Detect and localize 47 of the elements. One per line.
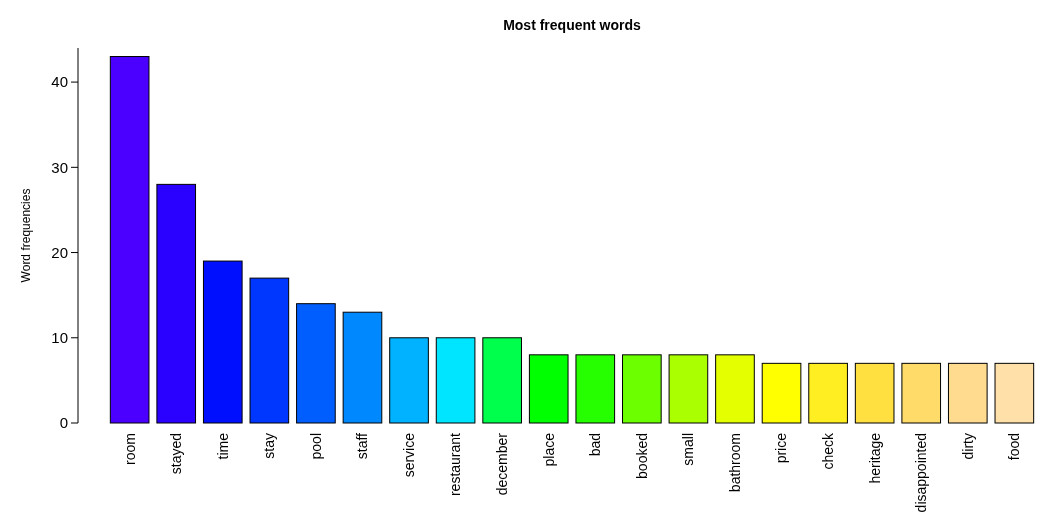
y-axis-title: Word frequencies [19, 188, 33, 283]
bar [249, 277, 290, 424]
x-tick-label: small [680, 433, 697, 466]
y-tick-label: 10 [51, 329, 68, 347]
x-tick-label: booked [633, 433, 650, 479]
y-tick-label: 30 [51, 158, 68, 176]
bar [622, 354, 662, 424]
bar [482, 337, 522, 424]
x-tick-label: december [494, 432, 511, 496]
bar [575, 354, 616, 424]
x-tick-label: pool [307, 433, 324, 460]
x-tick-label: bad [587, 433, 604, 457]
x-tick-label: stay [261, 433, 278, 459]
x-tick-label: bathroom [726, 433, 743, 493]
bar [435, 337, 476, 424]
y-tick-label: 40 [51, 73, 68, 91]
bar [761, 362, 802, 424]
bar [296, 303, 336, 424]
x-tick-label: restaurant [447, 432, 464, 497]
x-tick-label: stayed [168, 433, 185, 475]
x-tick-label: dirty [959, 433, 976, 460]
x-tick-label: place [540, 432, 557, 467]
y-tick-label: 20 [51, 243, 68, 261]
bar [342, 311, 383, 424]
bar [389, 337, 429, 424]
bar [528, 354, 569, 424]
x-tick-label: room [121, 433, 138, 465]
bar [668, 354, 709, 424]
x-tick-label: food [1006, 433, 1023, 461]
x-tick-label: time [214, 432, 231, 460]
y-tick-label: 0 [59, 414, 68, 432]
x-tick-label: check [820, 432, 836, 470]
x-tick-label: price [773, 432, 790, 464]
bar [156, 183, 197, 424]
x-tick-label: heritage [866, 432, 883, 484]
bar [808, 362, 848, 424]
bar [715, 354, 755, 424]
bar [994, 362, 1035, 424]
bar [901, 362, 942, 424]
chart-title: Most frequent words [503, 17, 642, 33]
bar [109, 56, 150, 424]
x-tick-label: service [400, 432, 417, 478]
bar [854, 362, 895, 424]
x-tick-label: disappointed [913, 433, 930, 513]
bar [202, 260, 243, 424]
x-tick-label: staff [354, 432, 371, 460]
bar [947, 362, 988, 424]
